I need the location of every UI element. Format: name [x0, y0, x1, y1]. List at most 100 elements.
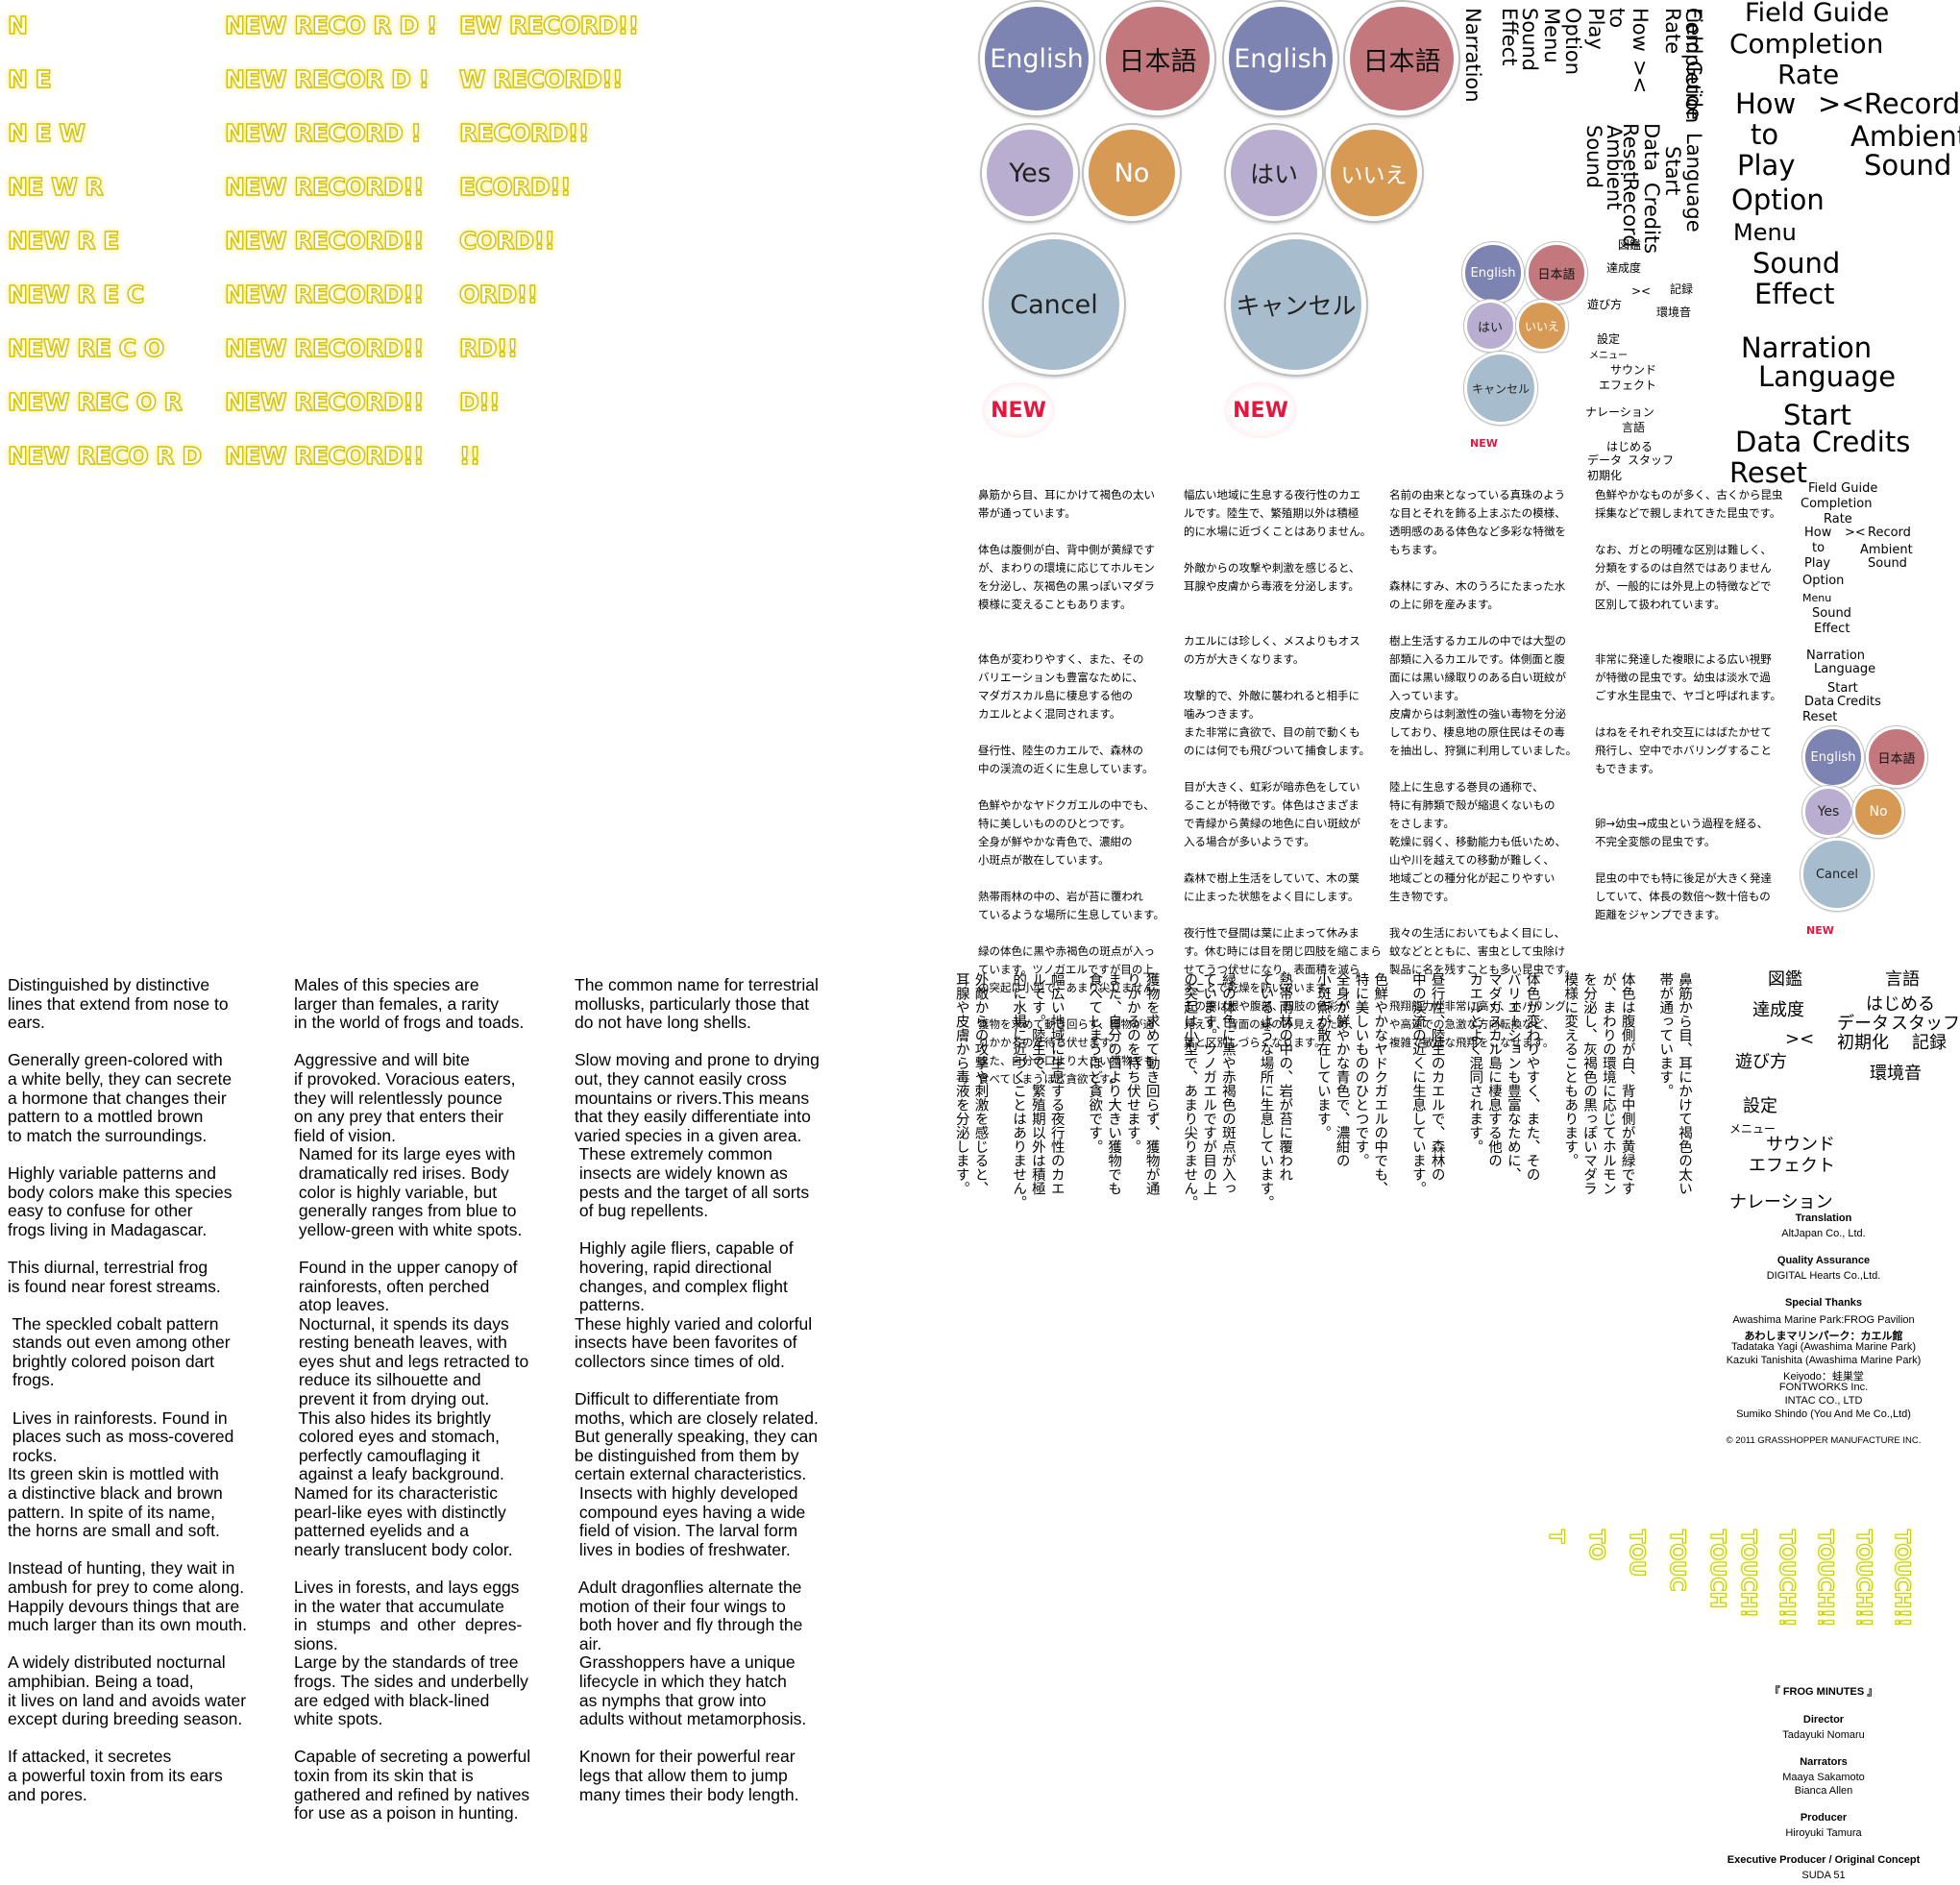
credits-thanks-heading: Special Thanks — [1784, 1297, 1863, 1309]
menu-jp-kiroku: 記録 — [1670, 282, 1694, 296]
menu-jp-zukan: 図鑑 — [1618, 238, 1642, 252]
menu-to: to — [1751, 118, 1779, 151]
touch-frame: TOUCH — [1705, 1529, 1729, 1609]
credits-narrator-1: Maaya Sakamoto — [1782, 1772, 1865, 1783]
menu-jp-narration: ナレーション — [1585, 405, 1654, 419]
menu-menu: Menu — [1733, 219, 1797, 246]
menu-small-menu: Menu — [1802, 592, 1832, 604]
cancel-button[interactable]: Cancel — [984, 234, 1124, 375]
menu-jp-settei: 設定 — [1597, 332, 1621, 346]
iie-button[interactable]: いいえ — [1326, 125, 1422, 221]
menu-small-ambient: Ambient — [1860, 543, 1913, 557]
japanese-button-small-en[interactable]: 日本語 — [1866, 726, 1927, 788]
menu-jp-menu: メニュー — [1589, 351, 1628, 361]
menu-jp-large-kiroku: 記録 — [1912, 1033, 1947, 1053]
new-record-frame: RECORD!! — [458, 118, 590, 147]
no-button-small[interactable]: No — [1852, 786, 1904, 838]
menu-small-start: Start — [1827, 681, 1858, 696]
menu-start: Start — [1783, 399, 1851, 431]
menu-rate: Rate — [1777, 59, 1840, 90]
menu-field-guide: Field Guide — [1745, 0, 1890, 28]
new-record-frame: NEW R E — [7, 226, 120, 255]
cancel-button-jp[interactable]: キャンセル — [1226, 234, 1366, 375]
vlabel-narration: Narration — [1461, 8, 1484, 103]
credits-thanks-8: Sumiko Shindo (You And Me Co.,Ltd) — [1736, 1408, 1911, 1420]
touch-frame: TOUCH!! — [1851, 1529, 1875, 1628]
cancel-button-small-en[interactable]: Cancel — [1801, 838, 1874, 911]
vlabel-how: How — [1629, 8, 1652, 52]
menu-record: Record — [1864, 87, 1960, 120]
japanese-button-small[interactable]: 日本語 — [1526, 242, 1587, 304]
menu-small-play: Play — [1804, 556, 1831, 571]
credits-title: 『 FROG MINUTES 』 — [1769, 1686, 1878, 1698]
vlabel-record: Record — [1619, 178, 1642, 248]
credits-producer: Hiroyuki Tamura — [1785, 1827, 1862, 1839]
menu-option: Option — [1731, 184, 1825, 216]
touch-frame: TOUCH!! — [1890, 1529, 1914, 1628]
menu-completion: Completion — [1729, 28, 1884, 60]
menu-jp-large-menu: メニュー — [1729, 1122, 1776, 1136]
vlabel-credits: Credits — [1640, 183, 1663, 255]
en-description-col-1: Distinguished by distinctive lines that … — [8, 975, 248, 1804]
vlabel-reset: Reset — [1619, 123, 1642, 180]
credits-copyright: © 2011 GRASSHOPPER MANUFACTURE INC. — [1726, 1435, 1922, 1446]
new-record-frame: NEW RECORD!! — [224, 387, 425, 416]
vlabel-option: Option — [1561, 8, 1584, 76]
menu-data: Data — [1735, 426, 1802, 458]
menu-jp-large-asobikata: 遊び方 — [1735, 1052, 1787, 1072]
vlabel-sound-effect: Sound Effect — [1498, 8, 1541, 72]
menu-jp-staff: スタッフ — [1628, 453, 1675, 467]
menu-jp-large-shokika: 初期化 — [1837, 1033, 1889, 1053]
credits-qa-heading: Quality Assurance — [1776, 1255, 1871, 1266]
new-record-frame: NEW RECORD ! — [224, 118, 422, 147]
new-badge-alt: NEW — [1224, 382, 1297, 438]
touch-frame: TO — [1584, 1529, 1608, 1561]
hai-button-small[interactable]: はい — [1464, 300, 1516, 352]
new-badge-small-en: NEW — [1806, 924, 1834, 937]
hai-button[interactable]: はい — [1226, 125, 1322, 221]
new-record-frame: NEW REC O R — [7, 387, 183, 416]
credits-thanks-2: あわしまマリンパーク：カエル館 — [1744, 1331, 1903, 1342]
new-record-frame: !! — [458, 441, 481, 470]
touch-frame: TOUC — [1665, 1529, 1689, 1592]
english-button[interactable]: English — [980, 2, 1093, 115]
menu-small-language: Language — [1814, 662, 1876, 676]
no-button[interactable]: No — [1084, 125, 1180, 221]
vlabel-to: to — [1605, 8, 1629, 29]
menu-jp-gengo: 言語 — [1622, 421, 1646, 434]
japanese-button[interactable]: 日本語 — [1101, 2, 1214, 115]
vertical-jp-col-1: 鼻筋から目、耳にかけて褐色の太い 帯が通っています。 体色は腹側が白、背中側が黄… — [953, 972, 1692, 1210]
menu-jp-effect: エフェクト — [1599, 379, 1657, 392]
touch-frame: TOUCH!! — [1775, 1529, 1799, 1628]
cancel-button-small[interactable]: キャンセル — [1464, 352, 1537, 425]
english-button-alt[interactable]: English — [1224, 2, 1337, 115]
new-record-frame: NEW RECORD!! — [224, 280, 425, 308]
english-button-small[interactable]: English — [1462, 242, 1524, 304]
menu-jp-large-effect: エフェクト — [1749, 1156, 1835, 1176]
english-button-small-en[interactable]: English — [1802, 726, 1864, 788]
menu-small-option: Option — [1802, 574, 1845, 588]
menu-jp-large-settei: 設定 — [1743, 1096, 1777, 1116]
new-badge-small: NEW — [1470, 437, 1498, 450]
menu-sound-effect-sound: Sound — [1752, 247, 1841, 280]
new-record-frame: NE W R — [7, 172, 104, 201]
menu-small-narration: Narration — [1806, 649, 1866, 663]
menu-jp-kankyouon: 環境音 — [1656, 306, 1692, 319]
menu-jp-large-tasseido: 達成度 — [1752, 1000, 1804, 1020]
menu-ambient: Ambient — [1850, 120, 1960, 153]
menu-how: How — [1735, 87, 1797, 120]
iie-button-small[interactable]: いいえ — [1516, 300, 1568, 352]
yes-button[interactable]: Yes — [982, 125, 1078, 221]
menu-small-to: to — [1812, 541, 1825, 555]
new-record-frame: NEW RECO R D — [7, 441, 203, 470]
menu-small-sound-effect: Sound — [1812, 606, 1851, 621]
yes-button-small[interactable]: Yes — [1802, 786, 1854, 838]
new-record-frame: RD!! — [458, 333, 519, 362]
credits-translation-heading: Translation — [1795, 1212, 1852, 1224]
japanese-button-alt[interactable]: 日本語 — [1345, 2, 1458, 115]
credits-exec-heading: Executive Producer / Original Concept — [1727, 1854, 1921, 1866]
new-record-frame: NEW RECO R D ! — [224, 11, 438, 39]
vlabel-arrows: >< — [1629, 60, 1652, 94]
credits-thanks-3: Tadataka Yagi (Awashima Marine Park) — [1731, 1341, 1916, 1353]
new-record-frame: D!! — [458, 387, 501, 416]
